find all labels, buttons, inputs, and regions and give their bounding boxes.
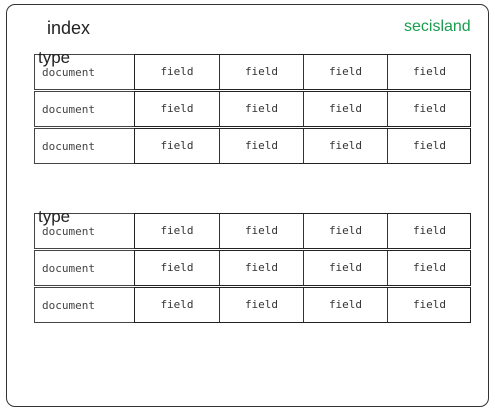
field-cell: field <box>219 92 303 126</box>
field-cell: field <box>387 251 471 285</box>
document-cell: document <box>34 287 134 323</box>
field-cell: field <box>160 224 194 237</box>
document-row: document field field field field <box>34 54 471 90</box>
index-label: index <box>47 18 91 38</box>
field-cell: field <box>303 92 387 126</box>
fields-box: field field field field <box>134 128 471 164</box>
field-cell: field <box>160 261 194 274</box>
document-cell: document <box>34 54 134 90</box>
field-cell: field <box>160 139 194 152</box>
fields-box: field field field field <box>134 287 471 323</box>
document-cell: document <box>34 128 134 164</box>
fields-box: field field field field <box>134 54 471 90</box>
fields-box: field field field field <box>134 250 471 286</box>
document-cell: document <box>34 91 134 127</box>
field-cell: field <box>387 214 471 248</box>
document-row: document field field field field <box>34 91 471 127</box>
field-cell: field <box>219 129 303 163</box>
fields-box: field field field field <box>134 213 471 249</box>
field-cell: field <box>219 55 303 89</box>
type-label: type <box>38 48 71 67</box>
document-cell: document <box>34 213 134 249</box>
field-cell: field <box>219 288 303 322</box>
index-container <box>6 4 489 407</box>
document-row: document field field field field <box>34 250 471 286</box>
field-cell: field <box>303 55 387 89</box>
document-cell: document <box>34 250 134 286</box>
document-row: document field field field field <box>34 213 471 249</box>
type-label: type <box>38 207 71 226</box>
field-cell: field <box>160 65 194 78</box>
field-cell: field <box>160 102 194 115</box>
fields-box: field field field field <box>134 91 471 127</box>
document-row: document field field field field <box>34 128 471 164</box>
field-cell: field <box>303 251 387 285</box>
field-cell: field <box>387 92 471 126</box>
field-cell: field <box>303 288 387 322</box>
field-cell: field <box>303 129 387 163</box>
field-cell: field <box>387 55 471 89</box>
field-cell: field <box>387 288 471 322</box>
document-row: document field field field field <box>34 287 471 323</box>
field-cell: field <box>160 298 194 311</box>
field-cell: field <box>219 251 303 285</box>
field-cell: field <box>387 129 471 163</box>
brand-logo-text: secisland <box>404 18 471 35</box>
field-cell: field <box>303 214 387 248</box>
field-cell: field <box>219 214 303 248</box>
